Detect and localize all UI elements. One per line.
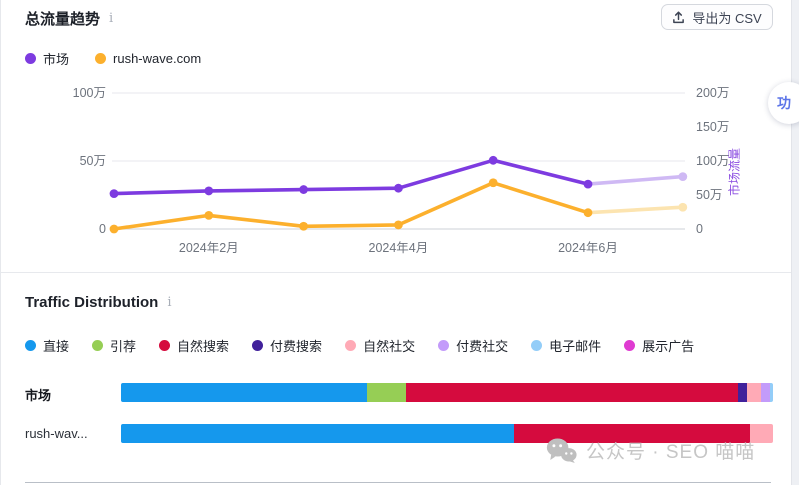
traffic-distribution-title: Traffic Distribution i (25, 294, 172, 311)
legend-dot-icon (159, 340, 171, 351)
distribution-row: 市场 (1, 381, 792, 405)
distribution-legend: 直接 引荐 自然搜索 付费搜索 自然社交 付费社交 电子邮件 展示广告 (25, 336, 694, 355)
left-axis-tick: 100万 (72, 86, 106, 100)
trend-legend-item[interactable]: 市场 (25, 49, 69, 68)
legend-label: 电子邮件 (549, 339, 602, 354)
distribution-row-label: 市场 (25, 388, 52, 403)
bar-segment-自然社交[interactable] (750, 424, 773, 443)
distribution-legend-item[interactable]: 引荐 (92, 336, 136, 355)
right-axis-tick: 0 (696, 222, 703, 236)
distribution-legend-item[interactable]: 电子邮件 (531, 336, 601, 355)
upload-icon (673, 11, 685, 23)
bar-segment-付费社交[interactable] (760, 383, 770, 402)
floating-feature-label: 功 (777, 95, 791, 111)
legend-label: 市场 (43, 52, 70, 67)
distribution-legend-item[interactable]: 付费社交 (438, 336, 508, 355)
bar-segment-自然社交[interactable] (746, 383, 761, 402)
trend-legend-item[interactable]: rush-wave.com (95, 51, 201, 66)
page-gutter (791, 0, 799, 485)
bottom-divider (25, 482, 771, 483)
bar-segment-自然搜索[interactable] (405, 383, 738, 402)
legend-label: 自然搜索 (177, 339, 230, 354)
legend-dot-icon (25, 53, 36, 64)
legend-dot-icon (438, 340, 450, 351)
trend-legend: 市场 rush-wave.com (25, 49, 201, 68)
distribution-legend-item[interactable]: 展示广告 (624, 336, 694, 355)
legend-label: 付费搜索 (270, 339, 323, 354)
right-axis-tick: 100万 (696, 154, 730, 168)
watermark: 公众号 · SEO 喵喵 (546, 437, 755, 464)
left-axis-tick: 50万 (79, 154, 106, 168)
legend-label: 自然社交 (363, 339, 416, 354)
bar-segment-直接[interactable] (121, 424, 514, 443)
legend-dot-icon (624, 340, 636, 351)
left-axis-tick: 0 (99, 222, 106, 236)
right-axis-tick: 200万 (696, 86, 730, 100)
section-divider (1, 272, 792, 273)
traffic-trend-title-text: 总流量趋势 (25, 11, 101, 28)
legend-label: 直接 (43, 339, 70, 354)
legend-label: rush-wave.com (113, 51, 202, 66)
x-axis-tick: 2024年2月 (178, 241, 239, 255)
bar-segment-电子邮件[interactable] (769, 383, 773, 402)
trend-line-chart (109, 92, 688, 234)
distribution-legend-item[interactable]: 付费搜索 (252, 336, 322, 355)
export-csv-button[interactable]: 导出为 CSV (661, 4, 773, 30)
info-icon[interactable]: i (109, 11, 114, 26)
traffic-distribution-title-text: Traffic Distribution (25, 294, 159, 311)
bar-segment-引荐[interactable] (367, 383, 406, 402)
wechat-icon (546, 438, 577, 463)
legend-label: 付费社交 (456, 339, 509, 354)
bar-segment-付费搜索[interactable] (737, 383, 747, 402)
x-axis-tick: 2024年4月 (368, 241, 429, 255)
legend-dot-icon (25, 340, 36, 351)
legend-dot-icon (92, 340, 104, 351)
distribution-legend-item[interactable]: 自然社交 (345, 336, 415, 355)
distribution-legend-item[interactable]: 直接 (25, 336, 69, 355)
x-axis-tick: 2024年6月 (558, 241, 618, 255)
distribution-bar[interactable] (121, 383, 773, 402)
legend-label: 引荐 (110, 339, 137, 354)
distribution-bar[interactable] (121, 424, 773, 443)
distribution-row: rush-wav... (1, 422, 792, 446)
bar-segment-自然搜索[interactable] (513, 424, 751, 443)
distribution-legend-item[interactable]: 自然搜索 (159, 336, 229, 355)
bar-segment-直接[interactable] (121, 383, 368, 402)
floating-feature-button[interactable]: 功 (768, 82, 799, 124)
watermark-text: 公众号 · SEO 喵喵 (586, 442, 756, 463)
export-csv-label: 导出为 CSV (692, 10, 762, 26)
distribution-row-label: rush-wav... (25, 426, 88, 441)
legend-dot-icon (252, 340, 264, 351)
right-axis-tick: 150万 (696, 120, 730, 134)
legend-dot-icon (95, 53, 107, 64)
right-axis-tick: 50万 (696, 188, 723, 202)
info-icon[interactable]: i (167, 295, 172, 310)
legend-dot-icon (345, 340, 357, 351)
traffic-trend-title: 总流量趋势 i (25, 8, 113, 29)
right-axis-title: 市场流量 (727, 147, 742, 197)
legend-dot-icon (531, 340, 543, 351)
legend-label: 展示广告 (642, 339, 695, 354)
